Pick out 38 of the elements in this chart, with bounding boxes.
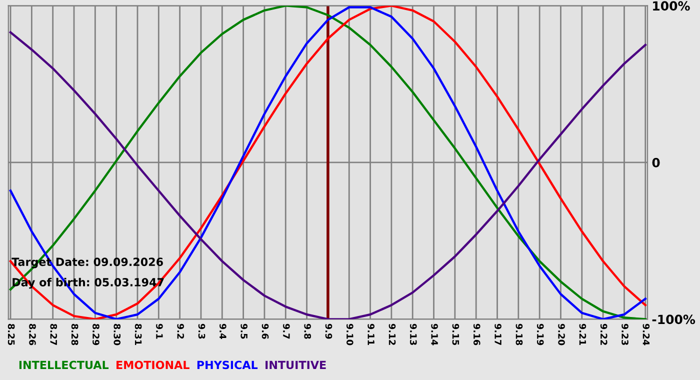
x-tick-label: 9.12 (388, 324, 396, 345)
x-tick-label: 9.13 (410, 324, 417, 345)
x-tick-label: 9.2 (177, 324, 184, 339)
x-tick-label: 9.9 (325, 324, 332, 339)
x-tick-label: 9.6 (262, 324, 269, 339)
x-tick-label: 9.4 (220, 324, 226, 339)
x-tick-label: 9.19 (536, 324, 544, 346)
x-tick-label: 9.1 (156, 324, 163, 339)
x-tick-label: 9.7 (283, 324, 290, 339)
x-tick-label: 9.8 (304, 324, 311, 339)
x-tick-label: 9.11 (368, 324, 374, 346)
x-tick-label: 9.3 (198, 324, 206, 339)
x-tick-label: 8.30 (114, 324, 121, 346)
x-tick-label: 9.15 (452, 324, 460, 346)
text: EMOTIONAL (116, 360, 190, 370)
x-tick-label: 8.29 (92, 324, 100, 346)
x-tick-label: 9.5 (240, 324, 248, 339)
text: INTELLECTUAL (19, 360, 109, 370)
x-tick-label: 8.28 (71, 324, 78, 346)
x-tick-label: 9.23 (622, 324, 628, 345)
x-tick-label: 9.16 (473, 324, 480, 346)
x-tick-label: 9.14 (431, 324, 438, 346)
x-tick-label: 8.25 (8, 324, 15, 346)
x-tick-label: 8.27 (50, 324, 58, 345)
x-tick-label: 9.17 (494, 324, 502, 345)
x-tick-label: 9.20 (558, 324, 565, 346)
x-tick-label: 9.18 (516, 324, 523, 346)
y-tick-label: 100% (653, 1, 690, 11)
text: INTUITIVE (266, 360, 326, 370)
x-tick-label: 9.22 (600, 324, 608, 345)
y-tick-label: -100% (652, 314, 696, 324)
text: PHYSICAL (197, 360, 258, 370)
x-tick-label: 8.26 (29, 324, 36, 346)
y-tick-label: 0 (652, 158, 660, 168)
x-tick-label: 9.21 (579, 324, 586, 346)
x-tick-label: 8.31 (134, 324, 142, 346)
x-tick-label: 9.10 (346, 324, 354, 346)
x-tick-label: 9.24 (642, 324, 650, 346)
